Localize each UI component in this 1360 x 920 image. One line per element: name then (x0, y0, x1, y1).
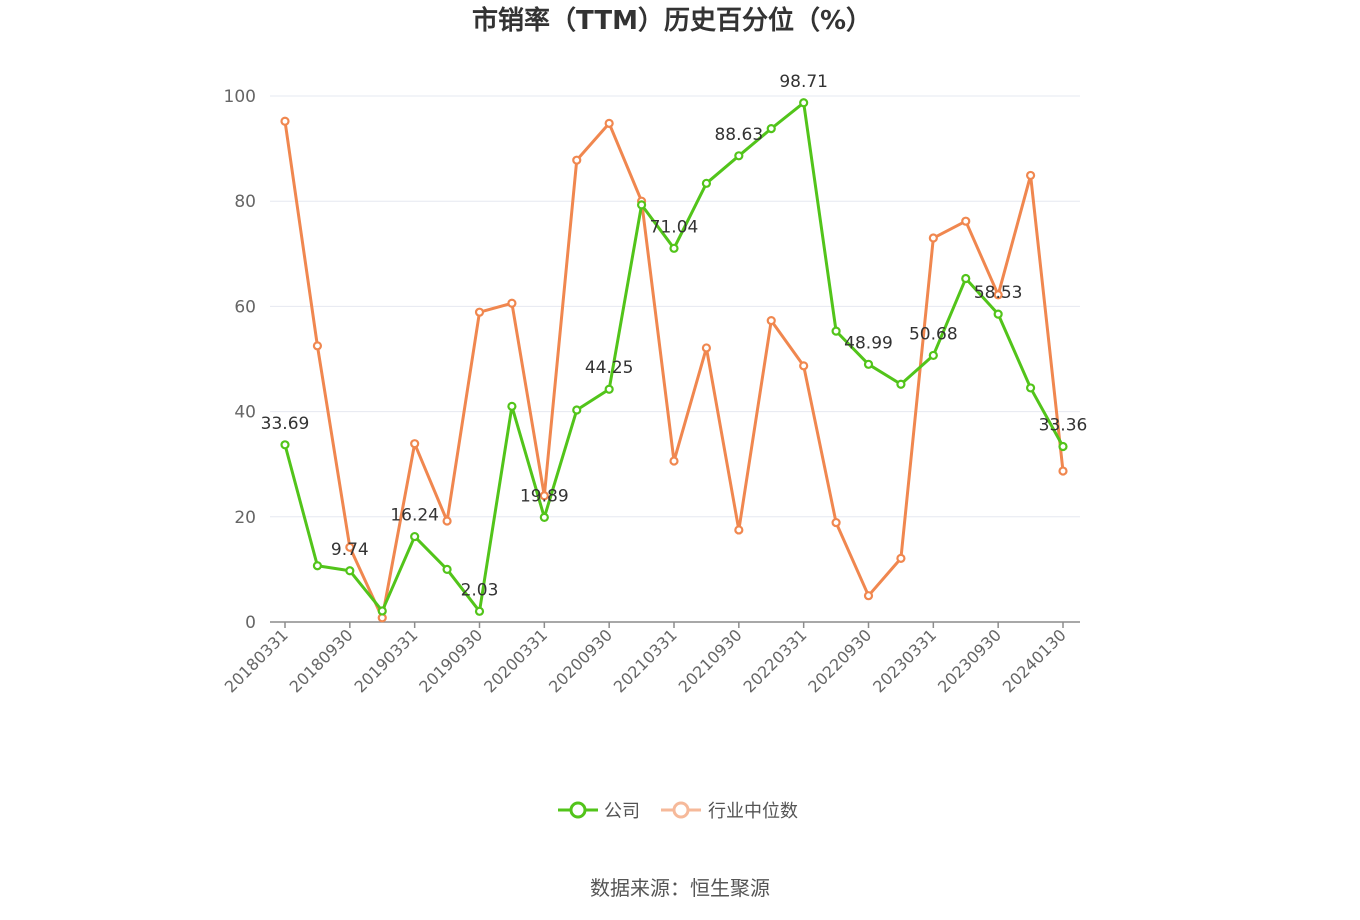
data-point (1025, 383, 1036, 393)
x-tick-label: 20200930 (545, 625, 616, 696)
grid-lines (270, 95, 1080, 518)
data-point (312, 561, 323, 571)
data-label: 58.53 (974, 283, 1023, 303)
data-point (701, 178, 712, 188)
data-point (345, 566, 355, 576)
data-point (507, 401, 517, 411)
legend-label-1: 行业中位数 (708, 801, 798, 822)
x-tick-label: 20180331 (221, 625, 292, 696)
x-tick-label: 20210331 (610, 625, 681, 696)
data-point (442, 564, 452, 575)
y-axis: 0 20 40 60 80 100 (224, 87, 256, 633)
series-line-1 (283, 121, 1065, 620)
series-layer (280, 98, 1068, 623)
data-labels: 33.69 9.74 16.24 2.03 19.89 44.25 71.04 88.63 98… (261, 72, 1088, 601)
data-label: 48.99 (844, 333, 893, 353)
data-label: 71.04 (650, 217, 699, 237)
data-label: 98.71 (779, 72, 828, 92)
data-point (993, 290, 1003, 300)
data-point (572, 155, 582, 165)
data-point (993, 309, 1003, 319)
data-point (572, 405, 582, 415)
data-point (604, 384, 614, 394)
data-label: 44.25 (585, 358, 634, 378)
data-point (701, 343, 712, 353)
data-point (896, 553, 906, 563)
legend-marker-1 (672, 801, 690, 819)
data-point (507, 298, 517, 308)
y-tick-label: 100 (224, 87, 256, 107)
data-point (766, 124, 776, 134)
legend-marker-0 (569, 801, 587, 819)
x-tick-label: 20220331 (739, 625, 810, 696)
data-point (863, 591, 874, 601)
data-point (669, 456, 679, 466)
data-point (442, 516, 452, 526)
data-source: 数据来源：恒生聚源 (590, 876, 770, 900)
data-point (961, 216, 971, 226)
data-point (1025, 170, 1036, 181)
x-tick-label: 20240130 (999, 625, 1070, 696)
data-point (1058, 466, 1068, 476)
data-point (377, 606, 387, 616)
y-tick-label: 40 (234, 403, 256, 423)
legend[interactable]: 公司 行业中位数 (558, 801, 798, 822)
data-point (799, 361, 809, 371)
x-tick-label: 20210930 (675, 625, 746, 696)
data-point (734, 525, 744, 535)
y-tick-label: 80 (234, 192, 256, 212)
y-tick-label: 20 (234, 508, 256, 528)
data-point (604, 118, 614, 128)
data-label: 16.24 (390, 506, 439, 526)
x-tick-label: 20220930 (804, 625, 875, 696)
data-point (831, 326, 841, 336)
x-tick-label: 20180930 (286, 625, 357, 696)
y-tick-label: 60 (234, 297, 256, 317)
data-point (896, 379, 906, 389)
x-tick-label: 20230930 (934, 625, 1005, 696)
data-label: 33.69 (261, 414, 310, 434)
data-point (280, 440, 290, 450)
data-point (539, 491, 549, 501)
y-tick-label: 0 (245, 613, 256, 633)
x-axis: 2018033120180930201903312019093020200331… (221, 621, 1080, 696)
data-point (799, 98, 809, 108)
data-label: 88.63 (714, 125, 763, 145)
data-point (928, 233, 938, 243)
data-point (863, 359, 874, 369)
data-point (1058, 441, 1068, 452)
x-tick-label: 20230331 (869, 625, 940, 696)
data-point (474, 307, 485, 317)
data-point (280, 116, 290, 126)
x-tick-label: 20190331 (350, 625, 421, 696)
data-point (961, 273, 971, 284)
x-tick-label: 20190930 (415, 625, 486, 696)
data-point (831, 517, 841, 528)
data-point (474, 606, 485, 616)
data-label: 50.68 (909, 324, 958, 344)
series-line-0 (283, 101, 1065, 613)
chart-title: 市销率（TTM）历史百分位（%） (472, 5, 872, 36)
data-label: 19.89 (520, 486, 569, 506)
data-point (410, 531, 420, 542)
data-label: 33.36 (1039, 416, 1088, 436)
data-point (669, 243, 679, 253)
x-tick-label: 20200331 (480, 625, 551, 696)
data-point (345, 542, 355, 552)
data-point (539, 512, 549, 522)
data-label: 9.74 (331, 540, 369, 560)
data-label: 2.03 (461, 580, 499, 600)
data-point (636, 200, 647, 210)
data-point (312, 341, 323, 351)
legend-label-0: 公司 (604, 801, 640, 822)
data-point (734, 151, 744, 161)
data-point (766, 316, 776, 326)
data-point (410, 439, 420, 449)
data-point (928, 350, 938, 361)
